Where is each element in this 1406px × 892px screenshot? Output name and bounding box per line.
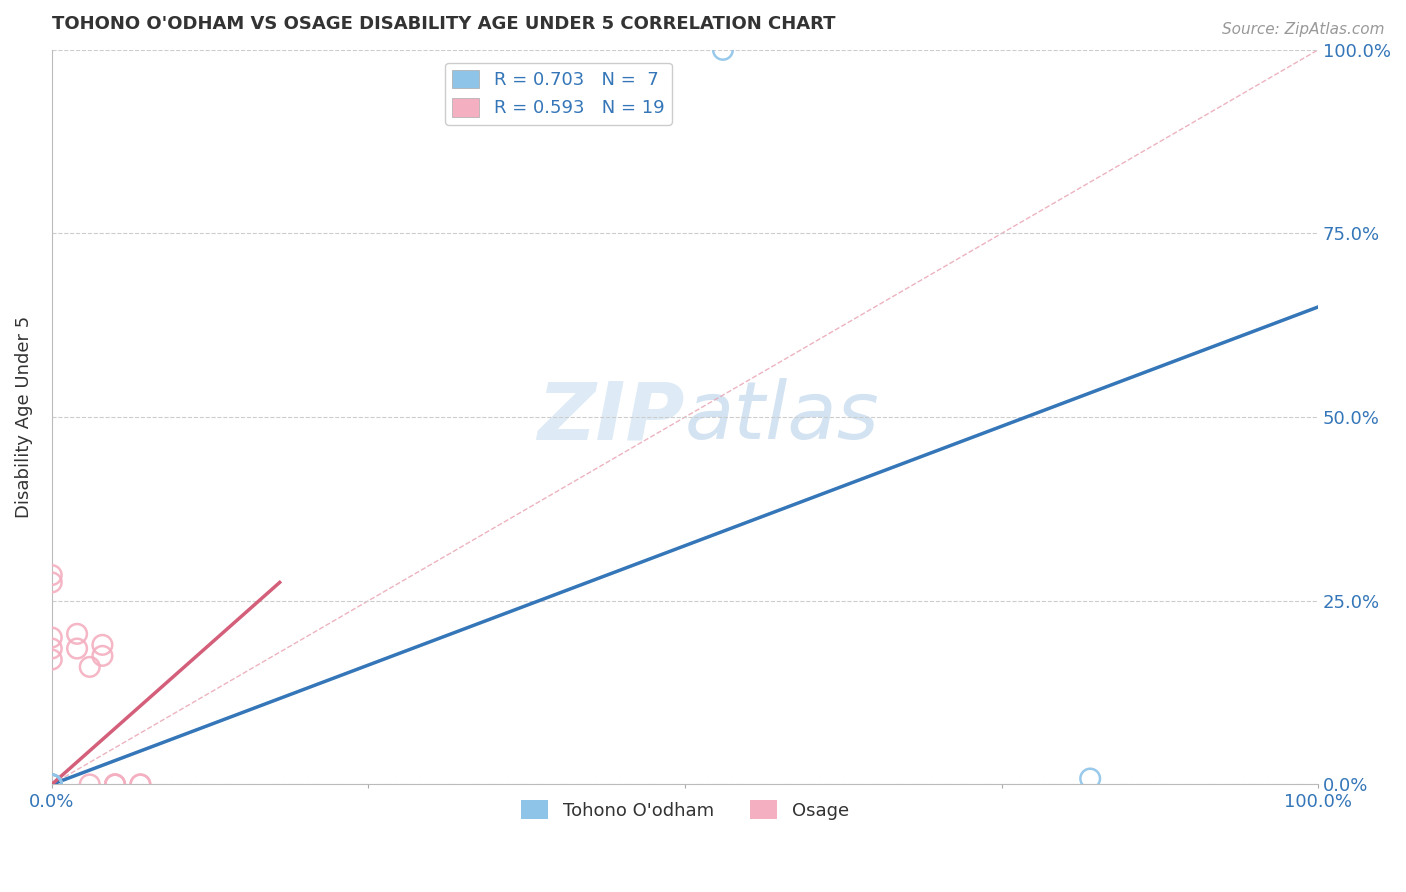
Point (41, 777, 63, 791)
Point (104, 777, 127, 791)
Point (41, 777, 63, 791)
Text: ZIP: ZIP (537, 378, 685, 456)
Point (41, 631, 63, 645)
Y-axis label: Disability Age Under 5: Disability Age Under 5 (15, 316, 32, 518)
Point (104, 777, 127, 791)
Point (1078, 772, 1101, 786)
Legend: Tohono O'odham, Osage: Tohono O'odham, Osage (515, 793, 856, 827)
Point (41, 777, 63, 791)
Point (104, 777, 127, 791)
Point (79, 777, 101, 791)
Point (41, 641, 63, 656)
Point (129, 777, 152, 791)
Point (79, 660, 101, 674)
Point (41, 575, 63, 590)
Text: TOHONO O'ODHAM VS OSAGE DISABILITY AGE UNDER 5 CORRELATION CHART: TOHONO O'ODHAM VS OSAGE DISABILITY AGE U… (52, 15, 835, 33)
Point (41, 777, 63, 791)
Point (41, 777, 63, 791)
Point (41, 777, 63, 791)
Point (91, 648, 114, 663)
Point (41, 777, 63, 791)
Point (41, 652, 63, 666)
Point (91, 638, 114, 652)
Point (41, 777, 63, 791)
Point (129, 777, 152, 791)
Point (66, 627, 89, 641)
Text: atlas: atlas (685, 378, 880, 456)
Point (66, 641, 89, 656)
Text: Source: ZipAtlas.com: Source: ZipAtlas.com (1222, 22, 1385, 37)
Point (711, 43, 734, 57)
Point (41, 568, 63, 582)
